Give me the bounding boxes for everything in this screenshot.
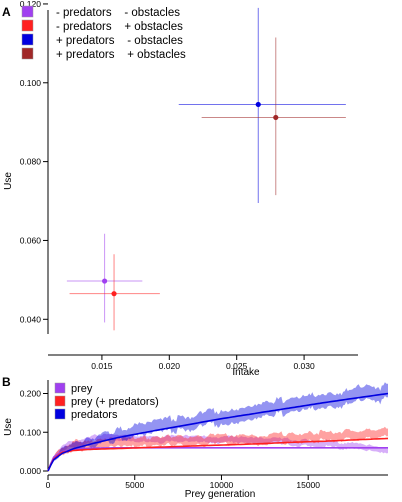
panel-a-y-tick-label: 0.040 <box>20 314 42 324</box>
panel-a-legend-label: - predators + obstacles <box>56 21 183 33</box>
panel-a-y-tick-label: 0.080 <box>20 157 42 167</box>
panel-a-x-tick-label: 0.020 <box>159 361 181 371</box>
panel-b-legend-label: prey (+ predators) <box>71 396 159 408</box>
panel-b-fit-line <box>47 446 388 472</box>
panel-b-x-tick-label: 0 <box>46 480 51 490</box>
panel-b-legend-swatch <box>54 395 66 407</box>
panel-a-legend-swatch <box>21 33 34 46</box>
panel-b-y-axis-label: Use <box>3 418 14 436</box>
panel-a-x-tick-label: 0.025 <box>226 361 248 371</box>
panel-b-band <box>48 433 388 471</box>
panel-a-legend-label: + predators + obstacles <box>56 49 186 61</box>
panel-a-point <box>255 101 261 108</box>
panel-a-legend-swatch <box>21 19 34 32</box>
panel-a-y-tick-label: 0.060 <box>20 235 42 245</box>
panel-b-band <box>48 426 388 471</box>
panel-a-legend-label: - predators - obstacles <box>56 7 180 19</box>
panel-a-y-axis-label: Use <box>3 172 14 190</box>
panel-a-point <box>111 291 117 297</box>
panel-a-point <box>273 114 279 121</box>
panel-b-fit-line <box>47 392 389 472</box>
panel-b-fit-line <box>47 437 389 472</box>
panel-b-legend-swatch <box>54 408 66 420</box>
panel-b-legend-label: predators <box>71 409 118 421</box>
panel-a-y-tick-label: 0.100 <box>20 78 42 88</box>
panel-b-legend-swatch <box>54 382 66 394</box>
panel-b-x-tick-label: 5000 <box>125 480 144 490</box>
panel-b-band <box>48 382 388 471</box>
panel-a-legend-label: + predators - obstacles <box>56 35 183 47</box>
panel-b-label: B <box>2 375 11 389</box>
panel-a-x-tick-label: 0.030 <box>293 361 315 371</box>
panel-a-x-tick-label: 0.015 <box>91 361 113 371</box>
panel-b-x-axis-label: Prey generation <box>185 489 256 500</box>
panel-b-x-tick-label: 10000 <box>210 480 234 490</box>
panel-a-legend-swatch <box>21 47 34 60</box>
panel-b-y-tick-label: 0.000 <box>20 466 42 476</box>
panel-a-point <box>102 278 108 284</box>
panel-b-legend-label: prey <box>71 383 93 395</box>
panel-a-x-axis-label: Intake <box>232 367 260 378</box>
panel-b-y-tick-label: 0.200 <box>20 389 42 399</box>
panel-a-y-tick-label: 0.120 <box>20 0 42 9</box>
panel-b-y-tick-label: 0.100 <box>20 427 42 437</box>
panel-b-x-tick-label: 15000 <box>296 480 320 490</box>
panel-a-legend-swatch <box>21 5 34 18</box>
panel-a-label: A <box>2 5 11 19</box>
